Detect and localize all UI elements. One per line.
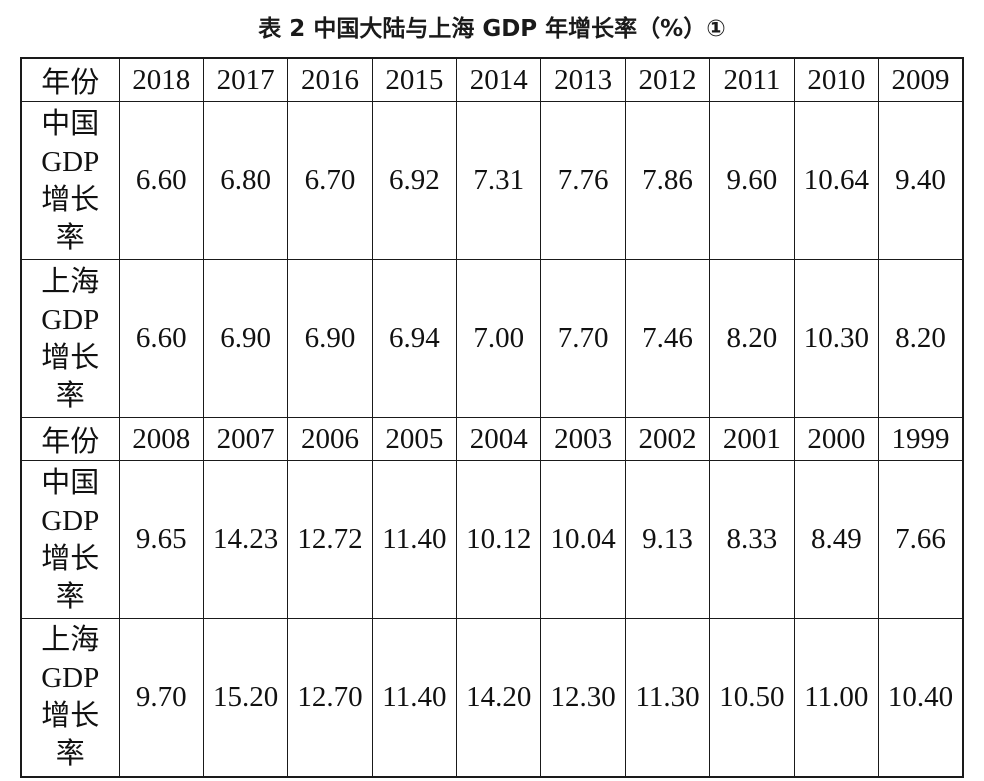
growth-value-cell: 10.04 [540, 460, 626, 619]
growth-value-cell: 9.65 [118, 460, 204, 619]
growth-value-cell: 9.60 [709, 101, 795, 260]
year-cell: 2014 [456, 57, 542, 102]
growth-value-cell: 7.31 [456, 101, 542, 260]
year-cell: 2018 [118, 57, 204, 102]
row-label-line: GDP [41, 504, 100, 537]
year-cell: 2012 [624, 57, 711, 102]
row-label-line: 率 [55, 221, 85, 254]
year-cell: 2007 [202, 417, 289, 461]
growth-value-cell: 14.20 [456, 618, 542, 777]
growth-value-cell: 12.30 [540, 618, 626, 777]
year-cell: 2016 [287, 57, 373, 102]
row-label-line: 率 [55, 379, 85, 412]
year-cell: 2008 [118, 417, 204, 461]
growth-value-cell: 10.30 [793, 259, 880, 418]
year-header-row: 年份 2018 2017 2016 2015 2014 2013 2012 2011 2010 20… [20, 57, 964, 102]
growth-value-cell: 7.70 [540, 259, 626, 418]
row-label-line: 上海 [41, 265, 100, 298]
year-cell: 2009 [878, 57, 964, 102]
year-header-row: 年份 2008 2007 2006 2005 2004 2003 2002 2001 2000 19… [20, 417, 964, 461]
table-row: 中国 GDP 增长率 9.65 14.23 12.72 11.40 10.12 10.04 9.1… [20, 460, 964, 619]
year-cell: 2002 [624, 417, 711, 461]
row-label-line: GDP [41, 303, 100, 336]
growth-value-cell: 12.70 [287, 618, 373, 777]
table-row: 中国 GDP 增长率 6.60 6.80 6.70 6.92 7.31 7.76 7.86 9.60… [20, 101, 964, 260]
row-label-line: 中国 [41, 466, 100, 499]
year-header-label: 年份 [20, 57, 120, 102]
gdp-growth-table: 年份 2018 2017 2016 2015 2014 2013 2012 2011 2010 20… [20, 57, 964, 778]
row-label-line: 率 [55, 580, 85, 613]
row-label-line: GDP [41, 662, 100, 695]
growth-value-cell: 6.94 [371, 259, 458, 418]
growth-value-cell: 15.20 [202, 618, 289, 777]
growth-value-cell: 6.90 [202, 259, 289, 418]
growth-value-cell: 6.60 [118, 101, 204, 260]
row-label-line: 增长 [41, 183, 100, 216]
growth-value-cell: 8.20 [878, 259, 964, 418]
growth-value-cell: 10.64 [793, 101, 880, 260]
year-cell: 2004 [456, 417, 542, 461]
growth-value-cell: 11.00 [793, 618, 880, 777]
row-label-line: 率 [55, 738, 85, 771]
growth-value-cell: 11.40 [371, 618, 458, 777]
growth-value-cell: 8.49 [793, 460, 880, 619]
year-header-label: 年份 [20, 417, 120, 461]
growth-value-cell: 6.70 [287, 101, 373, 260]
growth-value-cell: 7.46 [624, 259, 711, 418]
row-label-line: 增长 [41, 700, 100, 733]
row-label-line: 增长 [41, 341, 100, 374]
row-label-line: GDP [41, 145, 100, 178]
growth-value-cell: 6.80 [202, 101, 289, 260]
table-body: 年份 2018 2017 2016 2015 2014 2013 2012 2011 2010 20… [20, 57, 964, 777]
year-cell: 2017 [202, 57, 289, 102]
year-cell: 2000 [793, 417, 880, 461]
row-label-line: 中国 [41, 107, 100, 140]
table-title: 表 2 中国大陆与上海 GDP 年增长率（%）① [258, 16, 726, 42]
row-label-cell: 中国 GDP 增长率 [20, 101, 120, 260]
year-cell: 2006 [287, 417, 373, 461]
growth-value-cell: 7.00 [456, 259, 542, 418]
growth-value-cell: 9.13 [624, 460, 711, 619]
year-cell: 2003 [540, 417, 626, 461]
row-label-line: 上海 [41, 624, 100, 657]
growth-value-cell: 11.30 [624, 618, 711, 777]
growth-value-cell: 10.12 [456, 460, 542, 619]
growth-value-cell: 14.23 [202, 460, 289, 619]
growth-value-cell: 7.86 [624, 101, 711, 260]
growth-value-cell: 8.33 [709, 460, 795, 619]
table-row: 上海 GDP 增长率 9.70 15.20 12.70 11.40 14.20 12.30 11.… [20, 618, 964, 777]
growth-value-cell: 9.70 [118, 618, 204, 777]
growth-value-cell: 11.40 [371, 460, 458, 619]
growth-value-cell: 9.40 [878, 101, 964, 260]
year-cell: 2013 [540, 57, 626, 102]
growth-value-cell: 6.90 [287, 259, 373, 418]
row-label-cell: 上海 GDP 增长率 [20, 259, 120, 418]
growth-value-cell: 12.72 [287, 460, 373, 619]
year-cell: 2010 [793, 57, 880, 102]
row-label-cell: 中国 GDP 增长率 [20, 460, 120, 619]
year-cell: 2005 [371, 417, 458, 461]
growth-value-cell: 6.60 [118, 259, 204, 418]
growth-value-cell: 6.92 [371, 101, 458, 260]
growth-value-cell: 7.76 [540, 101, 626, 260]
year-cell: 2011 [709, 57, 795, 102]
row-label-cell: 上海 GDP 增长率 [20, 618, 120, 777]
year-cell: 2015 [371, 57, 458, 102]
year-cell: 2001 [709, 417, 795, 461]
row-label-line: 增长 [41, 542, 100, 575]
growth-value-cell: 10.40 [878, 618, 964, 777]
growth-value-cell: 8.20 [709, 259, 795, 418]
year-cell: 1999 [878, 417, 964, 461]
growth-value-cell: 10.50 [709, 618, 795, 777]
table-row: 上海 GDP 增长率 6.60 6.90 6.90 6.94 7.00 7.70 7.46 8.20… [20, 259, 964, 418]
growth-value-cell: 7.66 [878, 460, 964, 619]
